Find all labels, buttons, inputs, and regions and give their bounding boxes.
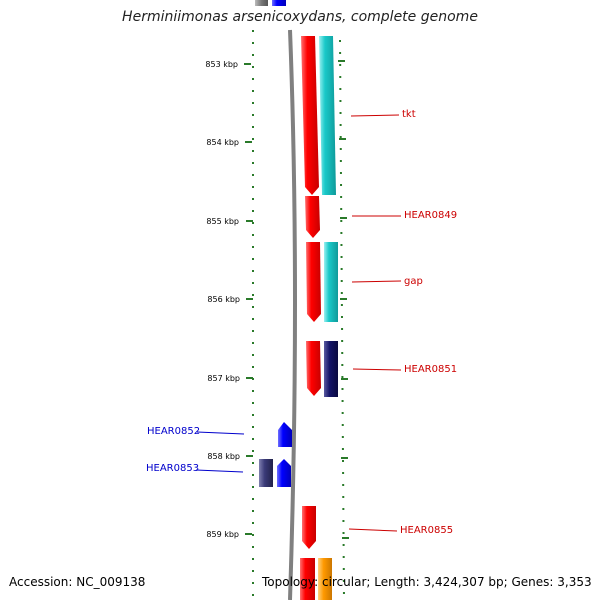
gene-hear0855-arrow	[302, 506, 316, 549]
partial-gene-grey	[255, 0, 268, 6]
accession-text: Accession: NC_009138	[9, 575, 146, 589]
gene-bottom-partial	[300, 558, 315, 600]
scale-label: 853 kbp	[205, 60, 238, 69]
gene-label-hear0849[interactable]: HEAR0849	[404, 210, 457, 221]
scale-label: 857 kbp	[207, 374, 240, 383]
gene-hear0852-arrow	[278, 422, 292, 447]
cog-bar-bottom	[318, 558, 332, 600]
outer-tick-track	[339, 39, 345, 600]
topology-text: Topology: circular; Length: 3,424,307 bp…	[262, 575, 592, 589]
gene-hear0849-arrow	[305, 196, 320, 238]
gene-labels: tkt HEAR0849 gap HEAR0851 HEAR0852 HEAR0…	[146, 109, 457, 536]
scale-axis: 853 kbp 854 kbp 855 kbp 856 kbp 857 kbp …	[205, 60, 253, 539]
cog-bar-hear0851	[324, 341, 338, 397]
gene-gap-arrow	[306, 242, 321, 322]
gene-tkt-arrow	[301, 36, 319, 195]
partial-gene-blue	[272, 0, 286, 6]
genome-backbone	[288, 29, 297, 600]
cog-bar-tkt	[319, 36, 336, 195]
scale-label: 855 kbp	[206, 217, 239, 226]
scale-label: 854 kbp	[206, 138, 239, 147]
gene-hear0851-arrow	[306, 341, 321, 396]
gene-label-hear0853[interactable]: HEAR0853	[146, 463, 199, 474]
scale-label: 859 kbp	[206, 530, 239, 539]
gene-label-gap[interactable]: gap	[404, 276, 423, 287]
gene-label-hear0855[interactable]: HEAR0855	[400, 525, 453, 536]
gene-label-tkt[interactable]: tkt	[402, 109, 416, 120]
gene-label-hear0851[interactable]: HEAR0851	[404, 364, 457, 375]
gene-hear0853-arrow	[277, 459, 291, 487]
outer-major-ticks	[338, 60, 349, 539]
cog-bar-gap	[324, 242, 338, 322]
cog-bar-hear0853	[259, 459, 273, 487]
map-title: Herminiimonas arsenicoxydans, complete g…	[122, 9, 478, 25]
scale-label: 856 kbp	[207, 295, 240, 304]
scale-label: 858 kbp	[207, 452, 240, 461]
gene-label-hear0852[interactable]: HEAR0852	[147, 426, 200, 437]
